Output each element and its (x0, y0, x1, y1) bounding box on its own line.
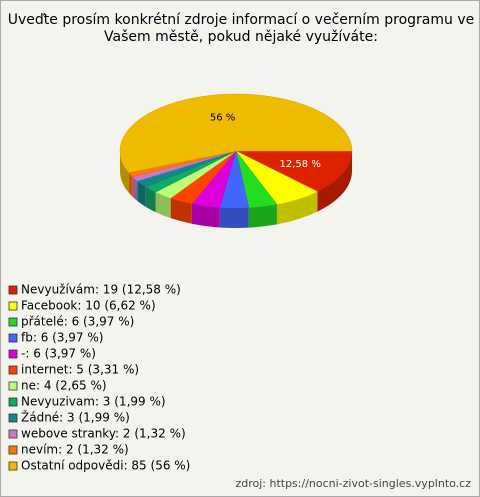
legend-label: Nevyužívám: 19 (12,58 %) (21, 283, 181, 297)
legend-label: -: 6 (3,97 %) (21, 347, 96, 361)
slice-side (137, 181, 146, 207)
legend-label: fb: 6 (3,97 %) (21, 331, 103, 345)
legend-swatch (8, 285, 18, 295)
slice (119, 93, 353, 173)
slice-side (248, 204, 277, 228)
slice-side (132, 176, 138, 202)
legend-label: ne: 4 (2,65 %) (21, 379, 107, 393)
legend-swatch (8, 349, 18, 359)
legend-label: přátelé: 6 (3,97 %) (21, 315, 134, 329)
legend-swatch (8, 413, 18, 423)
value-label: 56 % (210, 112, 235, 123)
chart-title: Vašem městě, pokud nějaké využíváte: (104, 29, 378, 45)
slice-side (128, 172, 133, 197)
legend-label: internet: 5 (3,31 %) (21, 363, 139, 377)
source: zdroj: https://nocni-zivot-singles.vypln… (235, 477, 471, 490)
chart-title: Uveďte prosím konkrétní zdroje informací… (8, 12, 474, 28)
legend-label: webove stranky: 2 (1,32 %) (21, 427, 186, 441)
slice-side (191, 203, 220, 228)
legend-swatch (8, 301, 18, 311)
slice-side (219, 207, 249, 228)
slice-side (317, 151, 352, 212)
legend-label: Žádné: 3 (1,99 %) (21, 410, 130, 425)
legend-swatch (8, 445, 18, 455)
legend-label: Ostatní odpovědi: 85 (56 %) (21, 459, 190, 473)
legend-swatch (8, 365, 18, 375)
value-label: 12,58 % (280, 159, 321, 170)
legend-label: Nevyuzivam: 3 (1,99 %) (21, 395, 166, 409)
legend-swatch (8, 429, 18, 439)
slice-side (145, 186, 156, 213)
slice (235, 150, 353, 192)
legend-swatch (8, 397, 18, 407)
slice-side (155, 192, 171, 219)
legend-swatch (8, 461, 18, 471)
legend-swatch (8, 333, 18, 343)
legend-swatch (8, 317, 18, 327)
slice-side (276, 191, 318, 225)
slice-side (120, 151, 129, 193)
slice-side (170, 198, 192, 224)
legend-label: Facebook: 10 (6,62 %) (21, 299, 156, 313)
legend-label: nevím: 2 (1,32 %) (21, 443, 129, 457)
legend-swatch (8, 381, 18, 391)
